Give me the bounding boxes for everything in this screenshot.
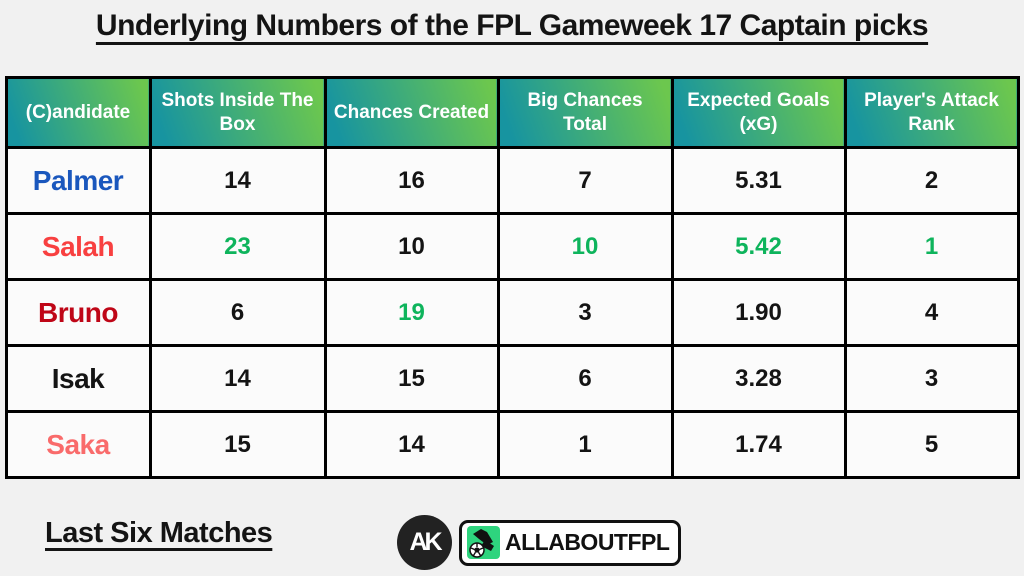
stat-cell: 15 xyxy=(323,344,500,413)
stat-cell: 5.31 xyxy=(670,146,847,215)
stat-cell: 1.90 xyxy=(670,278,847,347)
captain-stats-table: (C)andidate Shots Inside The Box Chances… xyxy=(4,76,1020,479)
stat-cell: 23 xyxy=(148,212,327,281)
allaboutfpl-logo: ALLABOUTFPL xyxy=(459,519,682,566)
stat-cell: 4 xyxy=(843,278,1020,347)
player-name: Bruno xyxy=(4,278,152,347)
player-name: Salah xyxy=(4,212,152,281)
column-header-expected-goals: Expected Goals (xG) xyxy=(670,76,847,149)
stat-cell: 6 xyxy=(496,344,674,413)
stat-cell: 6 xyxy=(148,278,327,347)
stat-cell: 10 xyxy=(496,212,674,281)
table-row-saka: Saka 15 14 1 1.74 5 xyxy=(4,410,1020,479)
stat-cell: 5 xyxy=(843,410,1020,479)
stat-cell: 14 xyxy=(148,344,327,413)
stat-cell: 3 xyxy=(496,278,674,347)
stat-cell: 5.42 xyxy=(670,212,847,281)
table-row-isak: Isak 14 15 6 3.28 3 xyxy=(4,344,1020,413)
stat-cell: 3.28 xyxy=(670,344,847,413)
stat-cell: 1 xyxy=(496,410,674,479)
player-name: Palmer xyxy=(4,146,152,215)
stat-cell: 15 xyxy=(148,410,327,479)
brand-wordmark: ALLABOUTFPL xyxy=(505,529,670,555)
column-header-chances-created: Chances Created xyxy=(323,76,500,149)
stat-cell: 10 xyxy=(323,212,500,281)
stat-cell: 2 xyxy=(843,146,1020,215)
stat-cell: 3 xyxy=(843,344,1020,413)
kicking-footballer-icon xyxy=(467,526,500,559)
table-row-palmer: Palmer 14 16 7 5.31 2 xyxy=(4,146,1020,215)
footer-note: Last Six Matches xyxy=(45,517,273,549)
column-header-attack-rank: Player's Attack Rank xyxy=(843,76,1020,149)
column-header-big-chances-total: Big Chances Total xyxy=(496,76,674,149)
stat-cell: 1.74 xyxy=(670,410,847,479)
player-name: Isak xyxy=(4,344,152,413)
column-header-shots-inside-box: Shots Inside The Box xyxy=(148,76,327,149)
stat-cell: 19 xyxy=(323,278,500,347)
player-name: Saka xyxy=(4,410,152,479)
table-row-salah: Salah 23 10 10 5.42 1 xyxy=(4,212,1020,281)
table-header-row: (C)andidate Shots Inside The Box Chances… xyxy=(4,76,1020,149)
page-title: Underlying Numbers of the FPL Gameweek 1… xyxy=(95,9,929,42)
brand-logos: AK ALLABOUTFPL xyxy=(397,515,682,570)
ak-monogram-logo: AK xyxy=(397,515,452,570)
stat-cell: 14 xyxy=(148,146,327,215)
stat-cell: 14 xyxy=(323,410,500,479)
stat-cell: 1 xyxy=(843,212,1020,281)
table-row-bruno: Bruno 6 19 3 1.90 4 xyxy=(4,278,1020,347)
stat-cell: 7 xyxy=(496,146,674,215)
column-header-candidate: (C)andidate xyxy=(4,76,152,149)
stat-cell: 16 xyxy=(323,146,500,215)
